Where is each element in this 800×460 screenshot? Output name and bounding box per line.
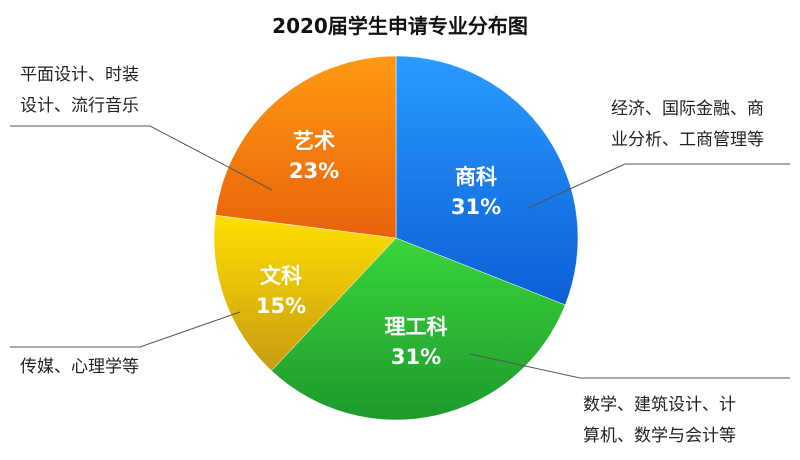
- pie-slice-science: [271, 237, 566, 421]
- note-business-line1: 经济、国际金融、商: [611, 99, 764, 119]
- slice-value-art: 23%: [289, 159, 339, 183]
- leader-line-liberal-arts: [10, 311, 241, 348]
- note-art: 平面设计、时装 设计、流行音乐: [20, 60, 139, 122]
- slice-label-business: 商科: [455, 165, 497, 189]
- note-science-line2: 算机、数学与会计等: [583, 426, 736, 446]
- leader-line-business: [527, 163, 790, 209]
- slice-label-liberal-arts: 文科: [260, 264, 302, 288]
- note-art-line1: 平面设计、时装: [20, 65, 139, 85]
- note-science-line1: 数学、建筑设计、计: [583, 395, 736, 415]
- chart-title: 2020届学生申请专业分布图: [272, 14, 528, 38]
- leader-line-science: [469, 353, 790, 379]
- slice-value-liberal-arts: 15%: [256, 294, 306, 318]
- note-business-line2: 业分析、工商管理等: [611, 130, 764, 150]
- slice-value-science: 31%: [391, 345, 441, 369]
- note-liberal-arts: 传媒、心理学等: [20, 352, 139, 383]
- slice-label-art: 艺术: [293, 129, 335, 153]
- pie-slice-business: [395, 55, 579, 306]
- slice-value-business: 31%: [451, 195, 501, 219]
- pie-slice-art: [215, 55, 397, 239]
- slice-label-science: 理工科: [385, 315, 448, 339]
- note-liberal-arts-line1: 传媒、心理学等: [20, 357, 139, 377]
- note-business: 经济、国际金融、商 业分析、工商管理等: [611, 94, 764, 156]
- leader-line-art: [10, 125, 273, 191]
- note-science: 数学、建筑设计、计 算机、数学与会计等: [583, 390, 736, 452]
- note-art-line2: 设计、流行音乐: [20, 96, 139, 116]
- pie-slice-liberal-arts: [213, 214, 397, 372]
